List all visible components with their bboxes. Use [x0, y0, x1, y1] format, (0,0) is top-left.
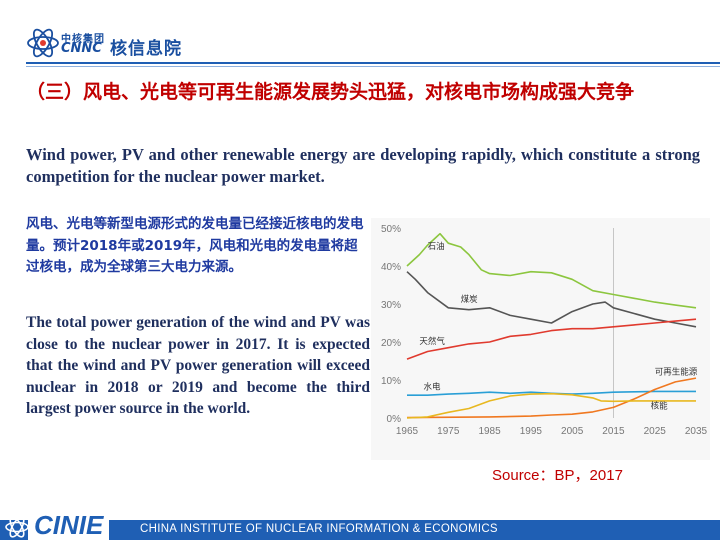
cinie-logo-icon [5, 516, 29, 538]
x-tick-label: 1995 [520, 426, 543, 437]
chinese-paragraph: 风电、光电等新型电源形式的发电量已经接近核电的发电量。预计2018年或2019年… [26, 216, 364, 275]
x-tick-label: 2005 [561, 426, 584, 437]
series-line-石油 [406, 232, 697, 309]
logo-en-text: CNNC [61, 41, 102, 56]
x-tick-label: 1975 [437, 426, 460, 437]
series-line-可再生能源 [406, 377, 697, 419]
chart-background [371, 218, 710, 460]
energy-share-chart: 0% 10% 20% 30% 40% 50% 1965 1975 1985 1995 2005 201… [371, 218, 710, 460]
header-divider [26, 62, 720, 64]
header-divider-thin [26, 66, 720, 67]
source-citation: Source：BP，2017 [492, 467, 623, 484]
y-tick-label: 50% [381, 224, 401, 235]
series-line-天然气 [406, 318, 697, 360]
english-paragraph: The total power generation of the wind a… [26, 314, 370, 417]
series-line-核能 [406, 392, 696, 419]
x-tick-label: 2025 [644, 426, 667, 437]
footer-bar [0, 520, 720, 540]
series-label: 可再生能源 [655, 366, 698, 377]
org-name: 核信息院 [110, 39, 182, 59]
series-line-煤炭 [406, 271, 697, 328]
x-tick-label: 2015 [602, 426, 625, 437]
y-tick-label: 30% [381, 300, 401, 311]
logo-cn-text: 中核集团 [61, 34, 105, 45]
y-tick-label: 20% [381, 338, 401, 349]
atom-icon [27, 28, 59, 58]
series-label: 天然气 [419, 336, 445, 347]
footer-institute-name: CHINA INSTITUTE OF NUCLEAR INFORMATION &… [140, 523, 498, 535]
slide-subtitle: Wind power, PV and other renewable energ… [26, 145, 700, 186]
series-label: 石油 [428, 241, 445, 252]
series-label: 核能 [651, 401, 669, 412]
slide-title: （三）风电、光电等可再生能源发展势头迅猛，对核电市场构成强大竞争 [26, 81, 635, 103]
footer-brand: CINIE [28, 510, 110, 540]
y-tick-label: 0% [387, 414, 402, 425]
series-label: 水电 [424, 382, 442, 393]
y-tick-label: 40% [381, 262, 401, 273]
slide-footer: CINIE CHINA INSTITUTE OF NUCLEAR INFORMA… [0, 510, 720, 540]
x-tick-label: 1985 [478, 426, 501, 437]
x-tick-label: 1965 [396, 426, 419, 437]
cnnc-logo: 中核集团 CNNC 核信息院 [26, 28, 196, 59]
slide-header: 中核集团 CNNC 核信息院 [0, 0, 720, 62]
x-tick-label: 2035 [685, 426, 708, 437]
series-label: 煤炭 [461, 294, 479, 305]
y-tick-label: 10% [381, 376, 401, 387]
